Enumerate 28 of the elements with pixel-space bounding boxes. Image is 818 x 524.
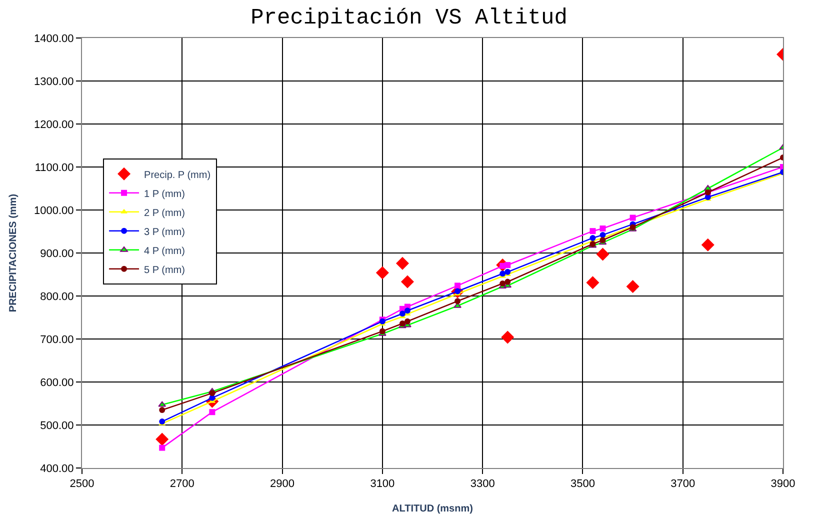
chart-title: Precipitación VS Altitud [250, 5, 568, 30]
legend-label: 1 P (mm) [144, 188, 185, 200]
x-tick-label: 3300 [470, 478, 495, 490]
y-tick-label: 1400.00 [34, 32, 74, 45]
y-axis-title: PRECIPITACIONES (mm) [8, 194, 20, 312]
legend-label: 5 P (mm) [144, 264, 185, 276]
y-tick-label: 1100.00 [34, 162, 74, 174]
legend-label: 3 P (mm) [144, 226, 185, 238]
y-tick-label: 1000.00 [34, 204, 74, 217]
y-tick-label: 600.00 [40, 376, 74, 389]
x-tick-label: 3700 [670, 478, 696, 490]
y-tick-label: 700.00 [40, 334, 74, 346]
y-tick-label: 1200.00 [34, 118, 74, 131]
x-axis-title: ALTITUD (msnm) [392, 504, 473, 515]
x-tick-label: 3500 [570, 478, 595, 490]
y-tick-label: 1300.00 [34, 76, 74, 88]
y-tick-label: 800.00 [40, 290, 74, 303]
x-tick-label: 2500 [70, 478, 94, 490]
y-tick-label: 400.00 [40, 462, 74, 475]
legend-label: Precip. P (mm) [144, 170, 211, 181]
y-tick-label: 500.00 [40, 420, 74, 432]
x-tick-label: 3100 [370, 478, 395, 490]
x-tick-label: 2900 [270, 478, 295, 490]
x-tick-label: 3900 [770, 478, 796, 490]
legend-label: 2 P (mm) [144, 208, 185, 219]
x-tick-label: 2700 [170, 478, 194, 490]
y-tick-label: 900.00 [40, 248, 74, 260]
legend-label: 4 P (mm) [144, 246, 185, 257]
